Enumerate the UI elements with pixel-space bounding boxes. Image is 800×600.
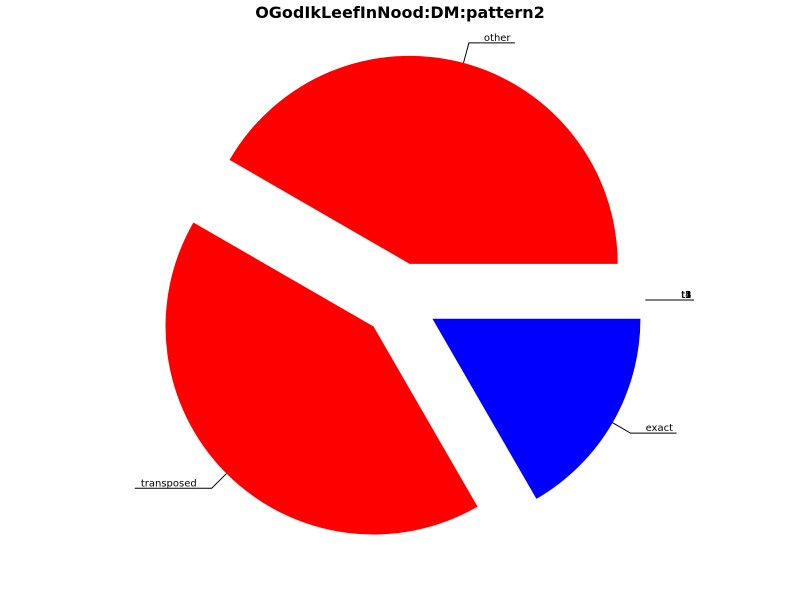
pie-slices: [165, 55, 646, 535]
leader-line-transposed: [199, 473, 227, 489]
slice-label-transposed: transposed: [141, 478, 197, 489]
slice-label-t2: t2: [681, 290, 691, 301]
slice-label-t5: t5: [681, 290, 691, 301]
slice-label-t4: t4: [681, 290, 691, 301]
leader-line-exact: [612, 422, 643, 434]
pie-slice-exact: [432, 318, 641, 499]
chart-title: OGodIkLeefInNood:DM:pattern2: [255, 3, 545, 22]
slice-label-other: other: [484, 33, 512, 44]
slice-label-exact: exact: [646, 423, 674, 434]
pie-slice-transposed: [165, 222, 478, 535]
slice-label-t3: t3: [681, 290, 691, 301]
pie-slice-other: [229, 55, 618, 264]
slice-label-t1: t1: [681, 290, 691, 301]
leader-line-other: [463, 42, 481, 64]
